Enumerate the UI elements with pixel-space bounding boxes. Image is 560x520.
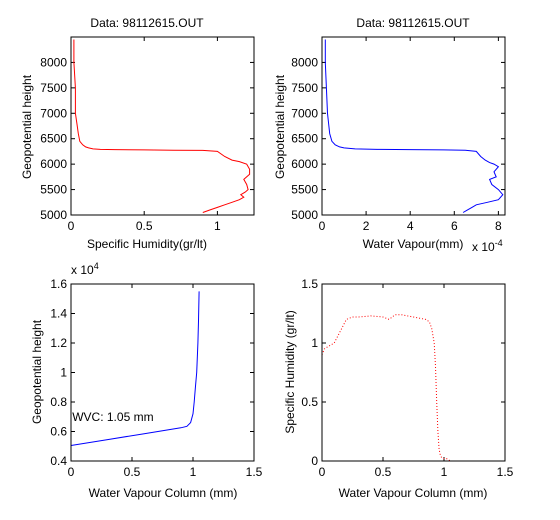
x-tick-label: 0 bbox=[319, 465, 326, 479]
x-multiplier: x 10-4 bbox=[472, 238, 503, 254]
chart-title: Data: 98112615.OUT bbox=[356, 16, 470, 30]
y-tick-label: 8000 bbox=[291, 55, 318, 69]
x-tick-label: 1.5 bbox=[246, 465, 263, 479]
axes-box bbox=[70, 283, 255, 462]
y-tick-label: 7500 bbox=[40, 81, 67, 95]
y-tick-label: 5500 bbox=[291, 183, 318, 197]
x-multiplier-exponent: -4 bbox=[495, 238, 503, 248]
x-tick-label: 1.5 bbox=[497, 465, 514, 479]
y-multiplier-base: x 10 bbox=[71, 263, 94, 277]
x-tick-label: 6 bbox=[451, 219, 458, 233]
y-tick-label: 0.5 bbox=[301, 395, 318, 409]
ticks: 0 2 4 6 8 5000 5500 6000 6500 7000 7500 8000 bbox=[291, 37, 505, 233]
y-tick-label: 1.4 bbox=[50, 307, 67, 321]
axes-box bbox=[70, 36, 255, 216]
y-tick-label: 0.4 bbox=[50, 454, 67, 468]
x-axis-label: Specific Humidity(gr/lt) bbox=[87, 237, 207, 251]
series-line bbox=[321, 314, 451, 462]
y-tick-label: 1 bbox=[311, 336, 318, 350]
y-tick-label: 0.8 bbox=[50, 395, 67, 409]
x-tick-label: 8 bbox=[495, 219, 502, 233]
x-axis-label: Water Vapour Column (mm) bbox=[89, 486, 238, 500]
chart-title: Data: 98112615.OUT bbox=[90, 16, 204, 30]
y-tick-label: 1 bbox=[60, 366, 67, 380]
y-tick-label: 0.6 bbox=[50, 425, 67, 439]
panel-specific-humidity-profile: Data: 98112615.OUT 0 0.5 1 5000 5500 6000 6500… bbox=[20, 16, 255, 251]
y-tick-label: 1.2 bbox=[50, 336, 67, 350]
y-tick-label: 6000 bbox=[291, 157, 318, 171]
y-tick-label: 5000 bbox=[40, 208, 67, 222]
x-multiplier-base: x 10 bbox=[472, 240, 495, 254]
x-tick-label: 0.5 bbox=[124, 465, 141, 479]
series-line bbox=[70, 291, 200, 446]
x-tick-label: 1 bbox=[190, 465, 197, 479]
y-tick-label: 7000 bbox=[291, 106, 318, 120]
axes-box bbox=[321, 283, 506, 462]
y-tick-label: 7000 bbox=[40, 106, 67, 120]
series-line bbox=[73, 39, 251, 213]
x-tick-label: 0.5 bbox=[375, 465, 392, 479]
y-multiplier: x 104 bbox=[71, 261, 99, 277]
y-tick-label: 6500 bbox=[291, 132, 318, 146]
x-axis-label: Water Vapour(mm) bbox=[363, 237, 464, 251]
y-tick-label: 7500 bbox=[291, 81, 318, 95]
y-tick-label: 8000 bbox=[40, 55, 67, 69]
y-tick-label: 5500 bbox=[40, 183, 67, 197]
wvc-annotation: WVC: 1.05 mm bbox=[72, 410, 153, 424]
x-tick-label: 0.5 bbox=[136, 219, 153, 233]
y-tick-label: 6500 bbox=[40, 132, 67, 146]
x-tick-label: 0 bbox=[68, 219, 75, 233]
y-axis-label: Geopotential height bbox=[30, 319, 44, 424]
x-tick-label: 1 bbox=[214, 219, 221, 233]
x-tick-label: 4 bbox=[407, 219, 414, 233]
panel-wvc-specific-humidity: 0 0.5 1 1.5 0 0.5 1 1.5 Water Vapour Column (mm… bbox=[283, 277, 514, 500]
axes-box bbox=[321, 36, 506, 216]
ticks: 0 0.5 1 5000 5500 6000 6500 7000 7500 8000 bbox=[40, 37, 254, 233]
x-tick-label: 0 bbox=[319, 219, 326, 233]
x-axis-label: Water Vapour Column (mm) bbox=[339, 486, 488, 500]
y-axis-label: Specific Humidity (gr/lt) bbox=[283, 310, 297, 433]
panel-water-vapour-profile: Data: 98112615.OUT 0 2 4 6 8 5000 5500 6000 6500… bbox=[273, 16, 506, 254]
x-tick-label: 0 bbox=[68, 465, 75, 479]
panel-wvc-height: 0 0.5 1 1.5 0.4 0.6 0.8 1 1.2 1.4 1.6 Water Vapour… bbox=[30, 261, 263, 500]
x-tick-label: 2 bbox=[363, 219, 370, 233]
y-tick-label: 5000 bbox=[291, 208, 318, 222]
ticks: 0 0.5 1 1.5 0.4 0.6 0.8 1 1.2 1.4 1.6 bbox=[50, 277, 262, 479]
x-tick-label: 1 bbox=[441, 465, 448, 479]
y-axis-label: Geopotential height bbox=[20, 74, 34, 179]
y-tick-label: 6000 bbox=[40, 157, 67, 171]
y-axis-label: Geopotential height bbox=[273, 74, 287, 179]
y-multiplier-exponent: 4 bbox=[94, 261, 99, 271]
y-tick-label: 1.5 bbox=[301, 277, 318, 291]
series-line bbox=[324, 39, 504, 213]
y-tick-label: 1.6 bbox=[50, 277, 67, 291]
y-tick-label: 0 bbox=[311, 454, 318, 468]
